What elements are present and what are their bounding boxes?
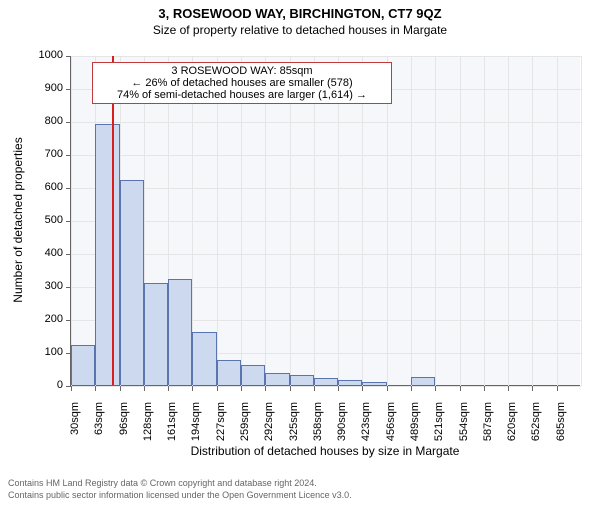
histogram-bar (192, 332, 216, 385)
histogram-bar (411, 377, 435, 385)
x-tick (362, 386, 363, 391)
gridline-v (508, 56, 509, 386)
gridline-h (71, 155, 581, 156)
histogram-bar (71, 345, 95, 385)
y-tick-label: 1000 (21, 49, 63, 61)
gridline-v (338, 56, 339, 386)
gridline-h (71, 254, 581, 255)
footer-copyright-1: Contains HM Land Registry data © Crown c… (8, 478, 317, 488)
x-tick (460, 386, 461, 391)
x-tick (338, 386, 339, 391)
histogram-bar (241, 365, 265, 385)
footer-copyright-2: Contains public sector information licen… (8, 490, 352, 500)
info-box-line: ← 26% of detached houses are smaller (57… (99, 77, 385, 89)
x-tick (265, 386, 266, 391)
x-tick (95, 386, 96, 391)
x-tick (241, 386, 242, 391)
y-tick-label: 700 (21, 148, 63, 160)
histogram-bar (95, 124, 119, 385)
gridline-v (581, 56, 582, 386)
y-tick-label: 500 (21, 214, 63, 226)
x-tick (144, 386, 145, 391)
x-tick (192, 386, 193, 391)
gridline-v (241, 56, 242, 386)
x-tick (217, 386, 218, 391)
y-tick-label: 900 (21, 82, 63, 94)
gridline-h (71, 122, 581, 123)
x-tick (120, 386, 121, 391)
histogram-bar (265, 373, 289, 385)
y-tick-label: 800 (21, 115, 63, 127)
x-tick (314, 386, 315, 391)
histogram-bar (338, 380, 362, 385)
gridline-v (362, 56, 363, 386)
histogram-bar (362, 382, 386, 385)
histogram-bar (168, 279, 192, 385)
gridline-v (532, 56, 533, 386)
y-tick-label: 200 (21, 313, 63, 325)
gridline-v (71, 56, 72, 386)
property-info-box: 3 ROSEWOOD WAY: 85sqm← 26% of detached h… (92, 62, 392, 104)
info-box-line: 3 ROSEWOOD WAY: 85sqm (99, 65, 385, 77)
y-tick-label: 600 (21, 181, 63, 193)
y-tick-label: 400 (21, 247, 63, 259)
histogram-bar (217, 360, 241, 385)
plot-area: 0100200300400500600700800900100030sqm63s… (70, 56, 580, 386)
chart-container: 0100200300400500600700800900100030sqm63s… (0, 6, 600, 466)
x-tick (435, 386, 436, 391)
gridline-v (411, 56, 412, 386)
y-tick-label: 0 (21, 379, 63, 391)
y-tick-label: 300 (21, 280, 63, 292)
property-marker-line (112, 56, 114, 385)
histogram-bar (314, 378, 338, 385)
x-tick (508, 386, 509, 391)
gridline-v (217, 56, 218, 386)
x-tick (71, 386, 72, 391)
gridline-h (71, 221, 581, 222)
y-tick-label: 100 (21, 346, 63, 358)
gridline-v (265, 56, 266, 386)
x-tick (168, 386, 169, 391)
x-tick (387, 386, 388, 391)
gridline-v (290, 56, 291, 386)
x-tick (532, 386, 533, 391)
gridline-h (71, 56, 581, 57)
y-axis-label: Number of detached properties (11, 120, 25, 320)
gridline-v (460, 56, 461, 386)
gridline-v (557, 56, 558, 386)
gridline-h (71, 188, 581, 189)
x-tick (557, 386, 558, 391)
histogram-bar (144, 283, 168, 385)
x-axis-label: Distribution of detached houses by size … (70, 444, 580, 458)
histogram-bar (290, 375, 314, 385)
info-box-line: 74% of semi-detached houses are larger (… (99, 89, 385, 101)
gridline-v (435, 56, 436, 386)
gridline-v (314, 56, 315, 386)
histogram-bar (120, 180, 144, 385)
x-tick (484, 386, 485, 391)
gridline-v (484, 56, 485, 386)
gridline-v (387, 56, 388, 386)
x-tick (411, 386, 412, 391)
x-tick (290, 386, 291, 391)
gridline-h (71, 386, 581, 387)
